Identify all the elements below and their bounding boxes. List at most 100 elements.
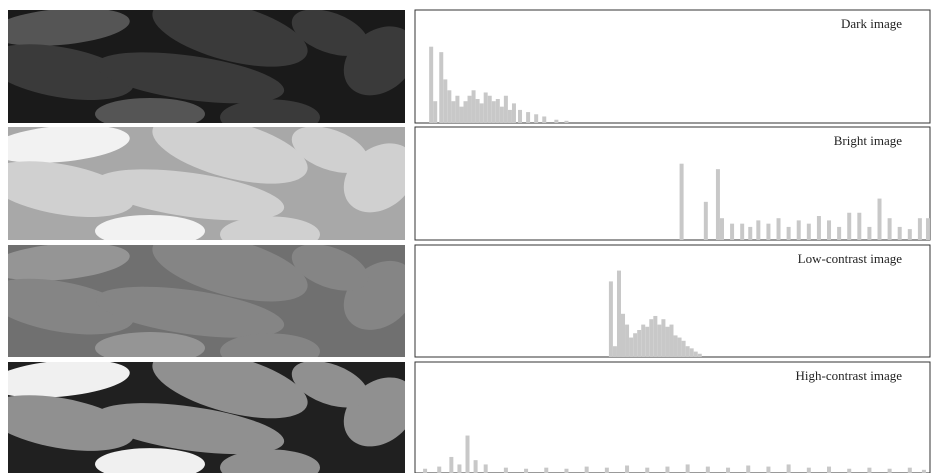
histogram-title: Dark image bbox=[841, 16, 902, 31]
histogram-bar bbox=[857, 212, 862, 240]
histogram-bar bbox=[449, 456, 454, 473]
bean bbox=[8, 161, 134, 218]
histogram-bar bbox=[740, 223, 745, 240]
histogram-bar bbox=[726, 467, 731, 473]
image-content bbox=[8, 10, 405, 123]
histogram-bar bbox=[685, 464, 690, 473]
histogram-frame bbox=[414, 9, 931, 124]
histogram-bar bbox=[766, 223, 771, 240]
histogram-bar bbox=[455, 95, 460, 123]
histogram-bar bbox=[837, 226, 842, 240]
histogram-bar bbox=[503, 467, 508, 473]
histogram-bar bbox=[748, 226, 753, 240]
bean bbox=[152, 362, 308, 419]
histogram-bar bbox=[542, 116, 547, 123]
image-panel bbox=[8, 245, 405, 357]
histogram-bar bbox=[816, 216, 821, 240]
histogram-bar bbox=[471, 90, 476, 123]
histogram-bar bbox=[665, 326, 670, 357]
histogram-bar bbox=[507, 109, 512, 123]
histogram-bar bbox=[641, 324, 646, 357]
bean bbox=[8, 245, 130, 281]
histogram-bar bbox=[423, 468, 428, 473]
histogram-bar bbox=[681, 340, 686, 357]
histogram-bar bbox=[847, 468, 852, 473]
histogram-bar bbox=[554, 119, 559, 123]
histogram-bar bbox=[887, 218, 892, 240]
histogram-bar bbox=[665, 466, 670, 473]
image-panel bbox=[8, 362, 405, 473]
histogram-bar bbox=[867, 226, 872, 240]
histogram-bar bbox=[796, 220, 801, 240]
histogram-bar bbox=[766, 466, 771, 473]
histogram-bar bbox=[625, 324, 630, 357]
bean bbox=[220, 216, 320, 240]
bean bbox=[95, 448, 205, 473]
bean bbox=[291, 245, 369, 291]
histogram-bar bbox=[437, 466, 442, 473]
bean bbox=[291, 10, 369, 56]
image-panel bbox=[8, 10, 405, 123]
bean bbox=[95, 332, 205, 357]
bean bbox=[8, 278, 134, 335]
image-panel bbox=[8, 127, 405, 240]
histogram-bar bbox=[649, 319, 654, 357]
histogram-bar bbox=[629, 337, 634, 357]
histogram-bar bbox=[475, 99, 480, 123]
bean bbox=[152, 245, 308, 302]
histogram-bar bbox=[693, 351, 698, 357]
bean bbox=[8, 362, 130, 398]
histogram-bar bbox=[465, 435, 470, 473]
histogram-bar bbox=[907, 467, 912, 473]
bean bbox=[95, 403, 285, 455]
histogram-bar bbox=[719, 218, 724, 240]
histogram-bar bbox=[495, 99, 500, 123]
histogram-bar bbox=[645, 326, 650, 357]
histogram-bar bbox=[786, 226, 791, 240]
image-content bbox=[8, 362, 405, 473]
histogram-bar bbox=[827, 466, 832, 473]
histogram-bar bbox=[483, 464, 488, 473]
histogram-bar bbox=[685, 346, 690, 357]
histogram-bar bbox=[459, 106, 464, 123]
histogram-bar bbox=[447, 90, 452, 123]
bean bbox=[95, 286, 285, 338]
histogram-frame bbox=[414, 361, 931, 473]
bean bbox=[8, 44, 134, 101]
histogram-bar bbox=[608, 281, 613, 357]
histogram-bar bbox=[715, 169, 720, 240]
bean bbox=[152, 10, 308, 67]
bean bbox=[220, 449, 320, 473]
histogram-bar bbox=[653, 315, 658, 357]
histogram-bar bbox=[467, 95, 472, 123]
histogram-bar bbox=[544, 467, 549, 473]
histogram-bar bbox=[776, 218, 781, 240]
histogram-bar bbox=[463, 101, 468, 123]
bean bbox=[95, 169, 285, 221]
histogram-bar bbox=[473, 460, 478, 473]
histogram-bar bbox=[730, 223, 735, 240]
histogram-title: High-contrast image bbox=[796, 368, 903, 383]
histogram-bar bbox=[584, 466, 589, 473]
bean bbox=[8, 10, 130, 46]
histogram-bar bbox=[487, 95, 492, 123]
histogram-bar bbox=[633, 333, 638, 357]
bean bbox=[291, 362, 369, 408]
histogram-bar bbox=[616, 270, 621, 357]
histogram-bar bbox=[806, 467, 811, 473]
histogram-frame bbox=[414, 126, 931, 241]
histogram-bar bbox=[439, 52, 444, 123]
histogram-bar bbox=[921, 469, 926, 473]
histogram-bar bbox=[534, 114, 539, 123]
bean bbox=[8, 395, 134, 451]
histogram-bar bbox=[499, 106, 504, 123]
histogram-bar bbox=[483, 92, 488, 123]
histogram-bar bbox=[669, 324, 674, 357]
histogram-bar bbox=[526, 112, 531, 123]
histogram-bar bbox=[612, 346, 617, 357]
histogram-bar bbox=[756, 220, 761, 240]
histogram-bar bbox=[433, 101, 438, 123]
histogram-bar bbox=[604, 467, 609, 473]
histogram-bar bbox=[625, 465, 630, 473]
histogram-bar bbox=[887, 468, 892, 473]
